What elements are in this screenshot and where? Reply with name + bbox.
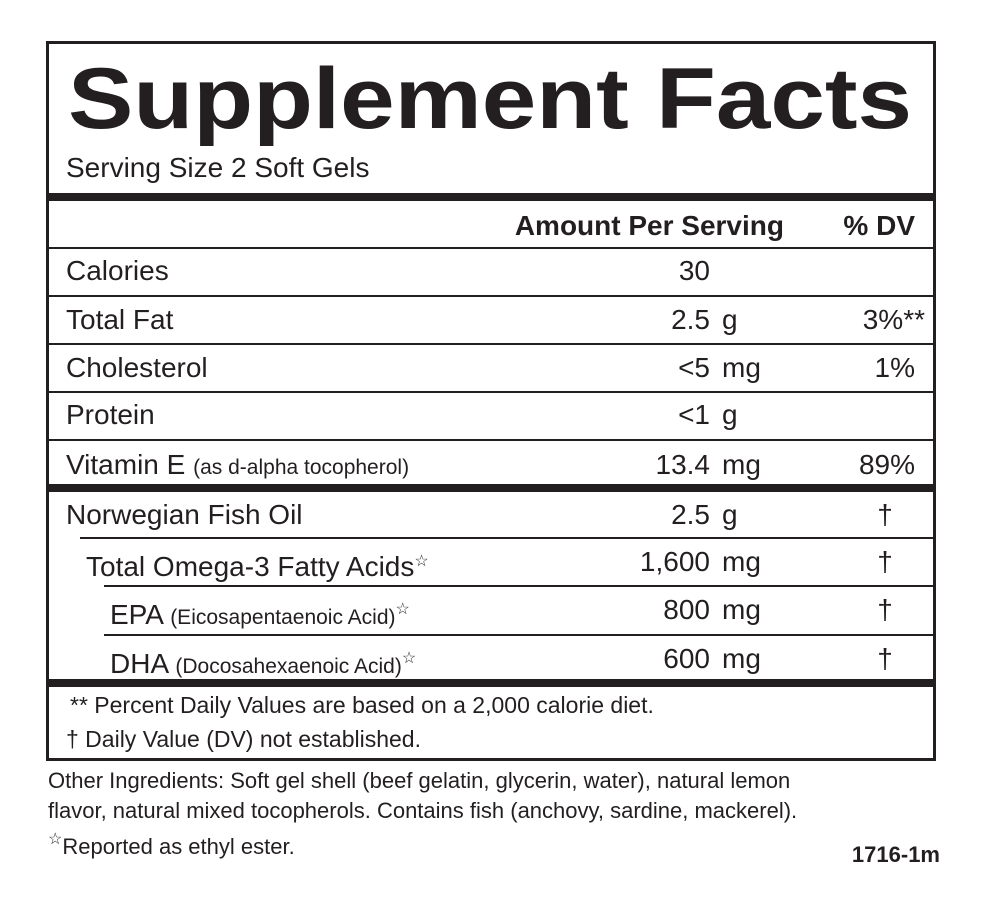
- star-note: ☆Reported as ethyl ester.: [48, 829, 295, 860]
- thick-rule: [47, 193, 934, 201]
- nutrient-row: Cholesterol <5 mg 1%: [0, 348, 983, 388]
- thick-rule: [47, 484, 934, 492]
- daily-value: †: [877, 546, 893, 577]
- ingredient-note: (Eicosapentaenoic Acid): [170, 606, 396, 629]
- daily-value: 1%: [874, 352, 915, 383]
- ingredient-row: EPA (Eicosapentaenoic Acid)☆ 800 mg †: [0, 590, 983, 630]
- star-mark: ☆: [48, 831, 63, 848]
- rule: [47, 295, 934, 297]
- amount: <5: [678, 352, 710, 383]
- ingredient-name: Total Omega-3 Fatty Acids: [86, 551, 415, 582]
- amount: <1: [678, 399, 710, 430]
- unit: mg: [722, 594, 761, 625]
- rule: [47, 439, 934, 441]
- nutrient-name: Calories: [66, 255, 169, 286]
- header-row: Amount Per Serving % DV: [0, 206, 983, 246]
- unit: g: [722, 499, 738, 530]
- star-mark: ☆: [395, 601, 410, 618]
- nutrient-name: Protein: [66, 399, 155, 430]
- unit: mg: [722, 449, 761, 480]
- rule: [104, 585, 934, 587]
- amount: 30: [678, 255, 710, 286]
- ingredient-name: Norwegian Fish Oil: [66, 499, 303, 530]
- ingredient-row: Total Omega-3 Fatty Acids☆ 1,600 mg †: [0, 542, 983, 582]
- daily-value: †: [877, 594, 893, 625]
- ingredient-row: Norwegian Fish Oil 2.5 g †: [0, 495, 983, 535]
- rule: [104, 634, 934, 636]
- nutrient-label: Vitamin E (as d-alpha tocopherol): [66, 445, 409, 488]
- dv-header: % DV: [843, 210, 915, 241]
- footnote: ** Percent Daily Values are based on a 2…: [70, 692, 654, 718]
- nutrient-row: Vitamin E (as d-alpha tocopherol) 13.4 m…: [0, 445, 983, 485]
- nutrient-name: Vitamin E: [66, 449, 186, 480]
- amount: 600: [663, 643, 710, 674]
- unit: mg: [722, 352, 761, 383]
- ingredient-label: EPA (Eicosapentaenoic Acid)☆: [110, 590, 410, 638]
- daily-value: †: [877, 643, 893, 674]
- amount: 2.5: [671, 304, 710, 335]
- unit: mg: [722, 643, 761, 674]
- nutrient-name: Cholesterol: [66, 352, 208, 383]
- amount: 1,600: [639, 546, 710, 577]
- ingredient-name: EPA: [110, 599, 163, 630]
- amount: 13.4: [655, 449, 711, 480]
- nutrient-row: Calories 30: [0, 251, 983, 291]
- title: Supplement Facts: [68, 51, 912, 147]
- unit: g: [722, 304, 738, 335]
- amount-header: Amount Per Serving: [514, 210, 784, 241]
- serving-size: Serving Size 2 Soft Gels: [66, 152, 370, 183]
- star-mark: ☆: [401, 650, 417, 667]
- thick-rule: [47, 679, 934, 687]
- unit: g: [722, 399, 738, 430]
- rule: [47, 391, 934, 393]
- ingredient-note: (Docosahexaenoic Acid): [175, 655, 402, 678]
- title-area: Supplement Facts: [68, 51, 912, 147]
- ingredient-label: Total Omega-3 Fatty Acids☆: [86, 542, 429, 587]
- nutrient-row: Total Fat 2.5 g 3%**: [0, 300, 983, 340]
- footnote: † Daily Value (DV) not established.: [66, 726, 421, 752]
- product-code: 1716-1m: [851, 842, 940, 867]
- star-note-text: Reported as ethyl ester.: [62, 834, 295, 859]
- nutrient-note: (as d-alpha tocopherol): [193, 456, 410, 479]
- nutrient-row: Protein <1 g: [0, 395, 983, 435]
- star-mark: ☆: [414, 553, 429, 570]
- other-ingredients: Other Ingredients: Soft gel shell (beef …: [48, 768, 791, 793]
- rule: [80, 537, 934, 539]
- ingredient-name: DHA: [110, 648, 168, 679]
- ingredient-row: DHA (Docosahexaenoic Acid)☆ 600 mg †: [0, 639, 983, 679]
- daily-value: 89%: [858, 449, 915, 480]
- amount: 800: [663, 594, 710, 625]
- daily-value: †: [877, 499, 893, 530]
- nutrient-name: Total Fat: [66, 304, 174, 335]
- rule: [47, 247, 934, 249]
- amount: 2.5: [671, 499, 710, 530]
- other-ingredients: flavor, natural mixed tocopherols. Conta…: [48, 798, 798, 823]
- label-box: [46, 41, 936, 761]
- unit: mg: [722, 546, 761, 577]
- ingredient-label: DHA (Docosahexaenoic Acid)☆: [110, 639, 416, 687]
- daily-value: 3%**: [862, 304, 925, 335]
- rule: [47, 343, 934, 345]
